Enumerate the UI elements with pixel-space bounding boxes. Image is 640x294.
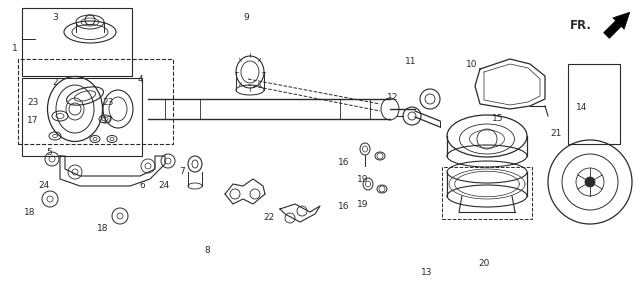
Text: 12: 12 [387,93,399,102]
Text: 24: 24 [159,181,170,190]
Bar [442,167,532,219]
Text: 10: 10 [466,60,477,69]
Text: 23: 23 [27,98,38,107]
Text: 16: 16 [338,202,349,211]
Text: 16: 16 [338,158,349,167]
Text: 19: 19 [357,175,369,184]
Text: 21: 21 [550,129,562,138]
Text: 14: 14 [576,103,588,112]
Text: 4: 4 [138,75,143,84]
Text: 1: 1 [12,44,17,53]
Text: 18: 18 [97,224,109,233]
Text: 8: 8 [205,246,211,255]
Circle shape [585,177,595,187]
Text: FR.: FR. [570,19,591,32]
Text: 22: 22 [264,213,275,222]
Text: 18: 18 [24,208,36,217]
Text: 17: 17 [102,116,114,125]
Text: 23: 23 [102,98,114,107]
Text: 19: 19 [357,200,369,209]
Text: 13: 13 [421,268,433,277]
Text: 17: 17 [27,116,38,125]
Bar [22,8,132,76]
Text: 6: 6 [140,181,145,190]
Text: 15: 15 [492,114,503,123]
Text: 7: 7 [179,168,185,176]
Text: 20: 20 [479,259,490,268]
Bar [22,78,142,156]
Text: 9: 9 [243,13,249,22]
Text: 11: 11 [404,57,416,66]
Text: 2: 2 [52,78,58,87]
Text: 3: 3 [52,13,58,22]
Bar [18,59,173,144]
Text: 24: 24 [38,181,50,190]
Bar [568,64,620,144]
Text: 5: 5 [46,148,52,157]
Polygon shape [604,12,630,38]
